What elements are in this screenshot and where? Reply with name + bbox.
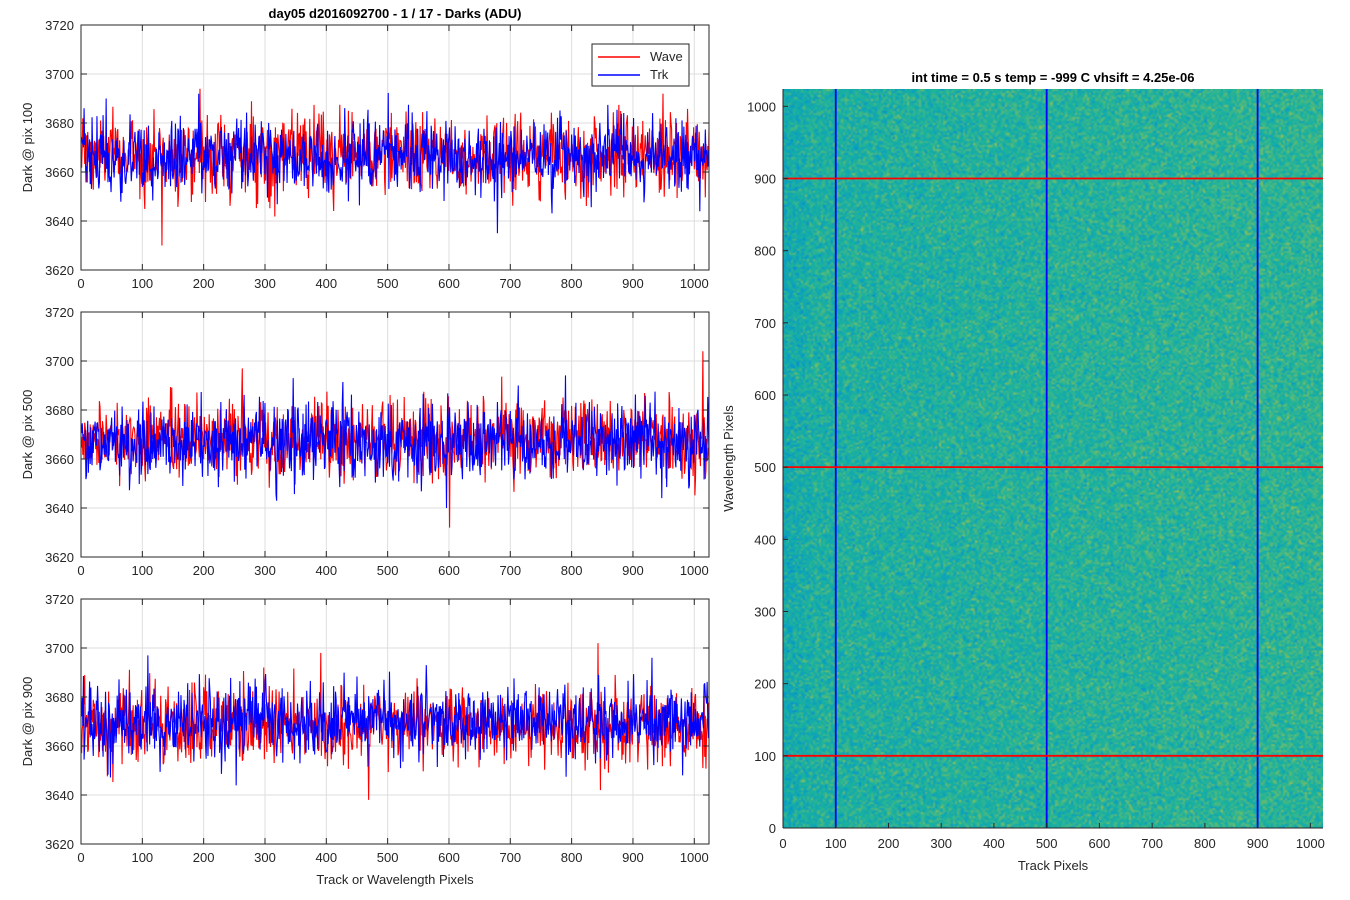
y-tick-label: 600	[754, 388, 776, 403]
y-tick-label: 3620	[45, 263, 74, 278]
x-tick-label: 800	[561, 563, 583, 578]
y-tick-label: 3640	[45, 214, 74, 229]
y-tick-label: 400	[754, 532, 776, 547]
y-tick-label: 3660	[45, 739, 74, 754]
x-tick-label: 400	[315, 850, 337, 865]
x-tick-label: 800	[561, 276, 583, 291]
x-axis-label: Track or Wavelength Pixels	[316, 872, 474, 887]
x-tick-label: 500	[377, 563, 399, 578]
chart-title: day05 d2016092700 - 1 / 17 - Darks (ADU)	[269, 6, 522, 21]
x-tick-label: 800	[561, 850, 583, 865]
y-tick-label: 3660	[45, 452, 74, 467]
heatmap-title: int time = 0.5 s temp = -999 C vhsift = …	[912, 70, 1195, 85]
x-tick-label: 700	[499, 850, 521, 865]
x-tick-label: 200	[193, 850, 215, 865]
x-tick-label: 500	[1036, 836, 1058, 851]
y-tick-label: 3680	[45, 116, 74, 131]
x-tick-label: 100	[131, 850, 153, 865]
line-plot-1: 0 100 200 300 400 500 600 700 800 900 1000 3620 3640…	[20, 6, 710, 291]
y-tick-label: 3700	[45, 641, 74, 656]
series-line-trk	[81, 92, 709, 234]
x-tick-label: 600	[438, 563, 460, 578]
x-tick-label: 0	[77, 850, 84, 865]
x-tick-label: 200	[878, 836, 900, 851]
y-tick-label: 3640	[45, 501, 74, 516]
y-tick-label: 3720	[45, 592, 74, 607]
x-tick-label: 500	[377, 276, 399, 291]
x-tick-label: 800	[1194, 836, 1216, 851]
x-tick-label: 700	[499, 276, 521, 291]
y-axis-label: Dark @ pix 900	[20, 677, 35, 767]
x-tick-label: 1000	[680, 563, 709, 578]
x-tick-label: 900	[1247, 836, 1269, 851]
y-tick-label: 3620	[45, 837, 74, 852]
x-tick-label: 0	[77, 563, 84, 578]
x-tick-label: 200	[193, 276, 215, 291]
y-tick-label: 3700	[45, 67, 74, 82]
x-tick-label: 100	[131, 563, 153, 578]
x-tick-label: 900	[622, 276, 644, 291]
y-tick-label: 300	[754, 604, 776, 619]
x-tick-label: 400	[315, 276, 337, 291]
x-tick-label: 0	[779, 836, 786, 851]
series-line-wave	[81, 643, 709, 800]
y-axis-label: Dark @ pix 500	[20, 390, 35, 480]
x-tick-label: 600	[438, 850, 460, 865]
y-tick-label: 3640	[45, 788, 74, 803]
legend: Wave Trk	[591, 43, 690, 87]
x-tick-label: 300	[254, 276, 276, 291]
x-tick-label: 400	[315, 563, 337, 578]
x-tick-label: 1000	[680, 276, 709, 291]
x-tick-label: 400	[983, 836, 1005, 851]
y-tick-label: 3720	[45, 305, 74, 320]
x-tick-label: 100	[825, 836, 847, 851]
line-plot-3: 0 100 200 300 400 500 600 700 800 900 1000 3620 3640…	[20, 592, 710, 887]
legend-box	[591, 43, 690, 87]
series-line-trk	[81, 655, 709, 786]
y-tick-label: 3660	[45, 165, 74, 180]
y-tick-label: 1000	[747, 99, 776, 114]
line-plot-2: 0 100 200 300 400 500 600 700 800 900 1000 3620 3640…	[20, 305, 710, 578]
x-tick-label: 300	[930, 836, 952, 851]
legend-label-wave: Wave	[650, 49, 683, 64]
axes-frame	[80, 598, 710, 845]
x-tick-label: 600	[1089, 836, 1111, 851]
x-tick-label: 1000	[1296, 836, 1325, 851]
x-tick-label: 1000	[680, 850, 709, 865]
y-tick-label: 700	[754, 316, 776, 331]
y-tick-label: 500	[754, 460, 776, 475]
y-tick-label: 3700	[45, 354, 74, 369]
x-axis-label: Track Pixels	[1018, 858, 1089, 873]
x-tick-label: 500	[377, 850, 399, 865]
x-tick-label: 300	[254, 850, 276, 865]
x-tick-label: 700	[499, 563, 521, 578]
axes-frame	[80, 24, 710, 271]
axes-frame	[80, 311, 710, 558]
x-tick-label: 200	[193, 563, 215, 578]
x-tick-label: 900	[622, 850, 644, 865]
x-tick-label: 600	[438, 276, 460, 291]
x-tick-label: 0	[77, 276, 84, 291]
y-axis-label: Wavelength Pixels	[721, 405, 736, 512]
y-tick-label: 3680	[45, 403, 74, 418]
y-tick-label: 3720	[45, 18, 74, 33]
y-tick-label: 800	[754, 244, 776, 259]
y-tick-label: 0	[769, 821, 776, 836]
heatmap-image	[783, 89, 1323, 828]
y-tick-label: 3680	[45, 690, 74, 705]
y-tick-label: 900	[754, 171, 776, 186]
y-tick-label: 3620	[45, 550, 74, 565]
x-tick-label: 300	[254, 563, 276, 578]
y-tick-label: 100	[754, 749, 776, 764]
series-line-trk	[81, 375, 709, 509]
x-tick-label: 700	[1141, 836, 1163, 851]
x-tick-label: 900	[622, 563, 644, 578]
legend-label-trk: Trk	[650, 67, 669, 82]
heatmap-plot: 0 100 200 300 400 500 600 700 800 900 1000 0 100 200 3…	[721, 70, 1325, 873]
y-tick-label: 200	[754, 677, 776, 692]
y-axis-label: Dark @ pix 100	[20, 103, 35, 193]
x-tick-label: 100	[131, 276, 153, 291]
